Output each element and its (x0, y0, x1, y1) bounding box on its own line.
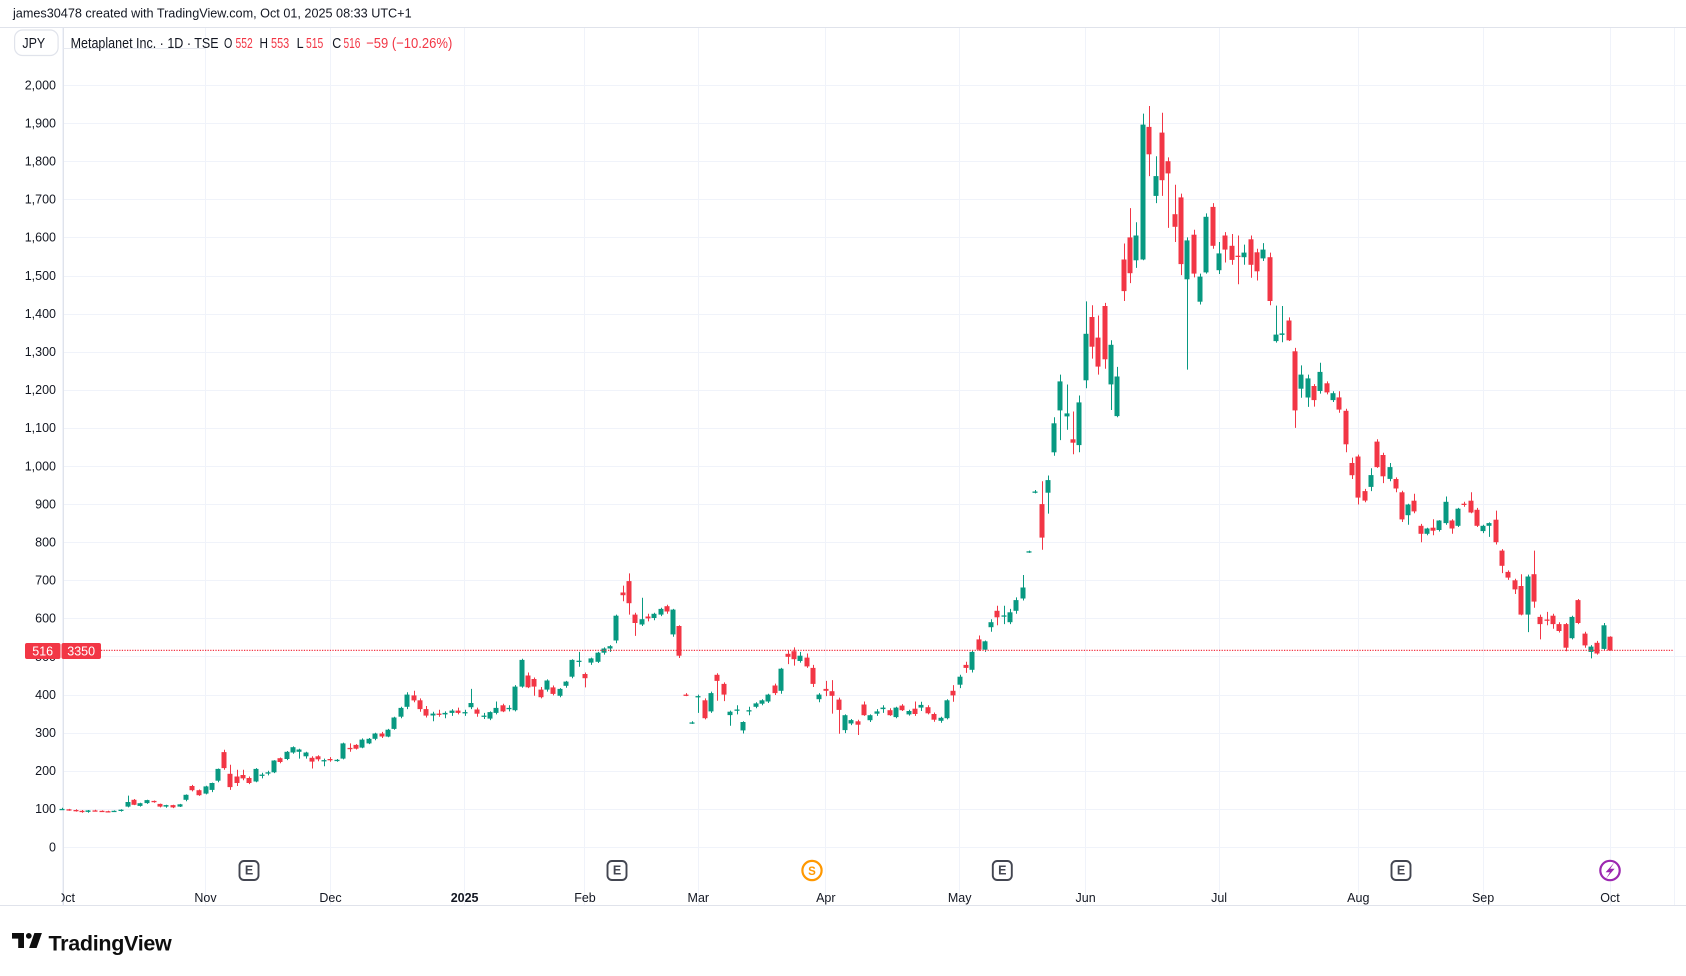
svg-text:−59 (−10.26%): −59 (−10.26%) (366, 36, 452, 52)
svg-text:2025: 2025 (451, 891, 479, 905)
svg-text:Apr: Apr (816, 891, 835, 905)
svg-text:james30478 created with Tradin: james30478 created with TradingView.com,… (12, 6, 412, 21)
svg-text:1,400: 1,400 (25, 307, 56, 321)
svg-text:Jul: Jul (1211, 891, 1227, 905)
svg-text:200: 200 (35, 764, 56, 778)
svg-text:600: 600 (35, 612, 56, 626)
svg-text:1,900: 1,900 (25, 116, 56, 130)
svg-text:516: 516 (344, 36, 361, 52)
svg-text:Nov: Nov (194, 891, 217, 905)
svg-text:300: 300 (35, 726, 56, 740)
svg-text:Oct: Oct (1600, 891, 1620, 905)
svg-text:1,700: 1,700 (25, 193, 56, 207)
svg-text:800: 800 (35, 536, 56, 550)
svg-text:E: E (613, 864, 621, 878)
svg-text:H: H (260, 36, 269, 52)
svg-text:Mar: Mar (688, 891, 710, 905)
svg-text:1,500: 1,500 (25, 269, 56, 283)
svg-text:100: 100 (35, 802, 56, 816)
svg-text:900: 900 (35, 497, 56, 511)
svg-text:2,000: 2,000 (25, 78, 56, 92)
svg-text:1,200: 1,200 (25, 383, 56, 397)
svg-text:TradingView: TradingView (49, 932, 173, 956)
svg-text:S: S (808, 866, 816, 878)
svg-text:E: E (1397, 864, 1405, 878)
svg-text:1,600: 1,600 (25, 231, 56, 245)
svg-text:Feb: Feb (574, 891, 596, 905)
svg-text:Aug: Aug (1347, 891, 1369, 905)
svg-text:1,100: 1,100 (25, 421, 56, 435)
svg-text:700: 700 (35, 574, 56, 588)
svg-text:C: C (332, 36, 341, 52)
svg-text:3350: 3350 (67, 644, 95, 658)
svg-text:JPY: JPY (22, 36, 45, 52)
svg-text:1,000: 1,000 (25, 459, 56, 473)
svg-text:516: 516 (32, 644, 53, 658)
svg-text:1,800: 1,800 (25, 155, 56, 169)
svg-text:553: 553 (271, 36, 289, 52)
svg-text:552: 552 (236, 36, 253, 52)
svg-text:E: E (245, 864, 253, 878)
svg-text:515: 515 (306, 36, 323, 52)
svg-text:E: E (998, 864, 1006, 878)
svg-text:0: 0 (49, 840, 56, 854)
svg-text:L: L (297, 36, 304, 52)
svg-text:1,300: 1,300 (25, 345, 56, 359)
svg-text:Sep: Sep (1472, 891, 1494, 905)
svg-text:Jun: Jun (1076, 891, 1096, 905)
svg-text:O: O (224, 36, 232, 52)
svg-text:Dec: Dec (319, 891, 341, 905)
svg-text:Metaplanet Inc. · 1D · TSE: Metaplanet Inc. · 1D · TSE (71, 36, 219, 52)
svg-text:400: 400 (35, 688, 56, 702)
svg-text:May: May (948, 891, 972, 905)
